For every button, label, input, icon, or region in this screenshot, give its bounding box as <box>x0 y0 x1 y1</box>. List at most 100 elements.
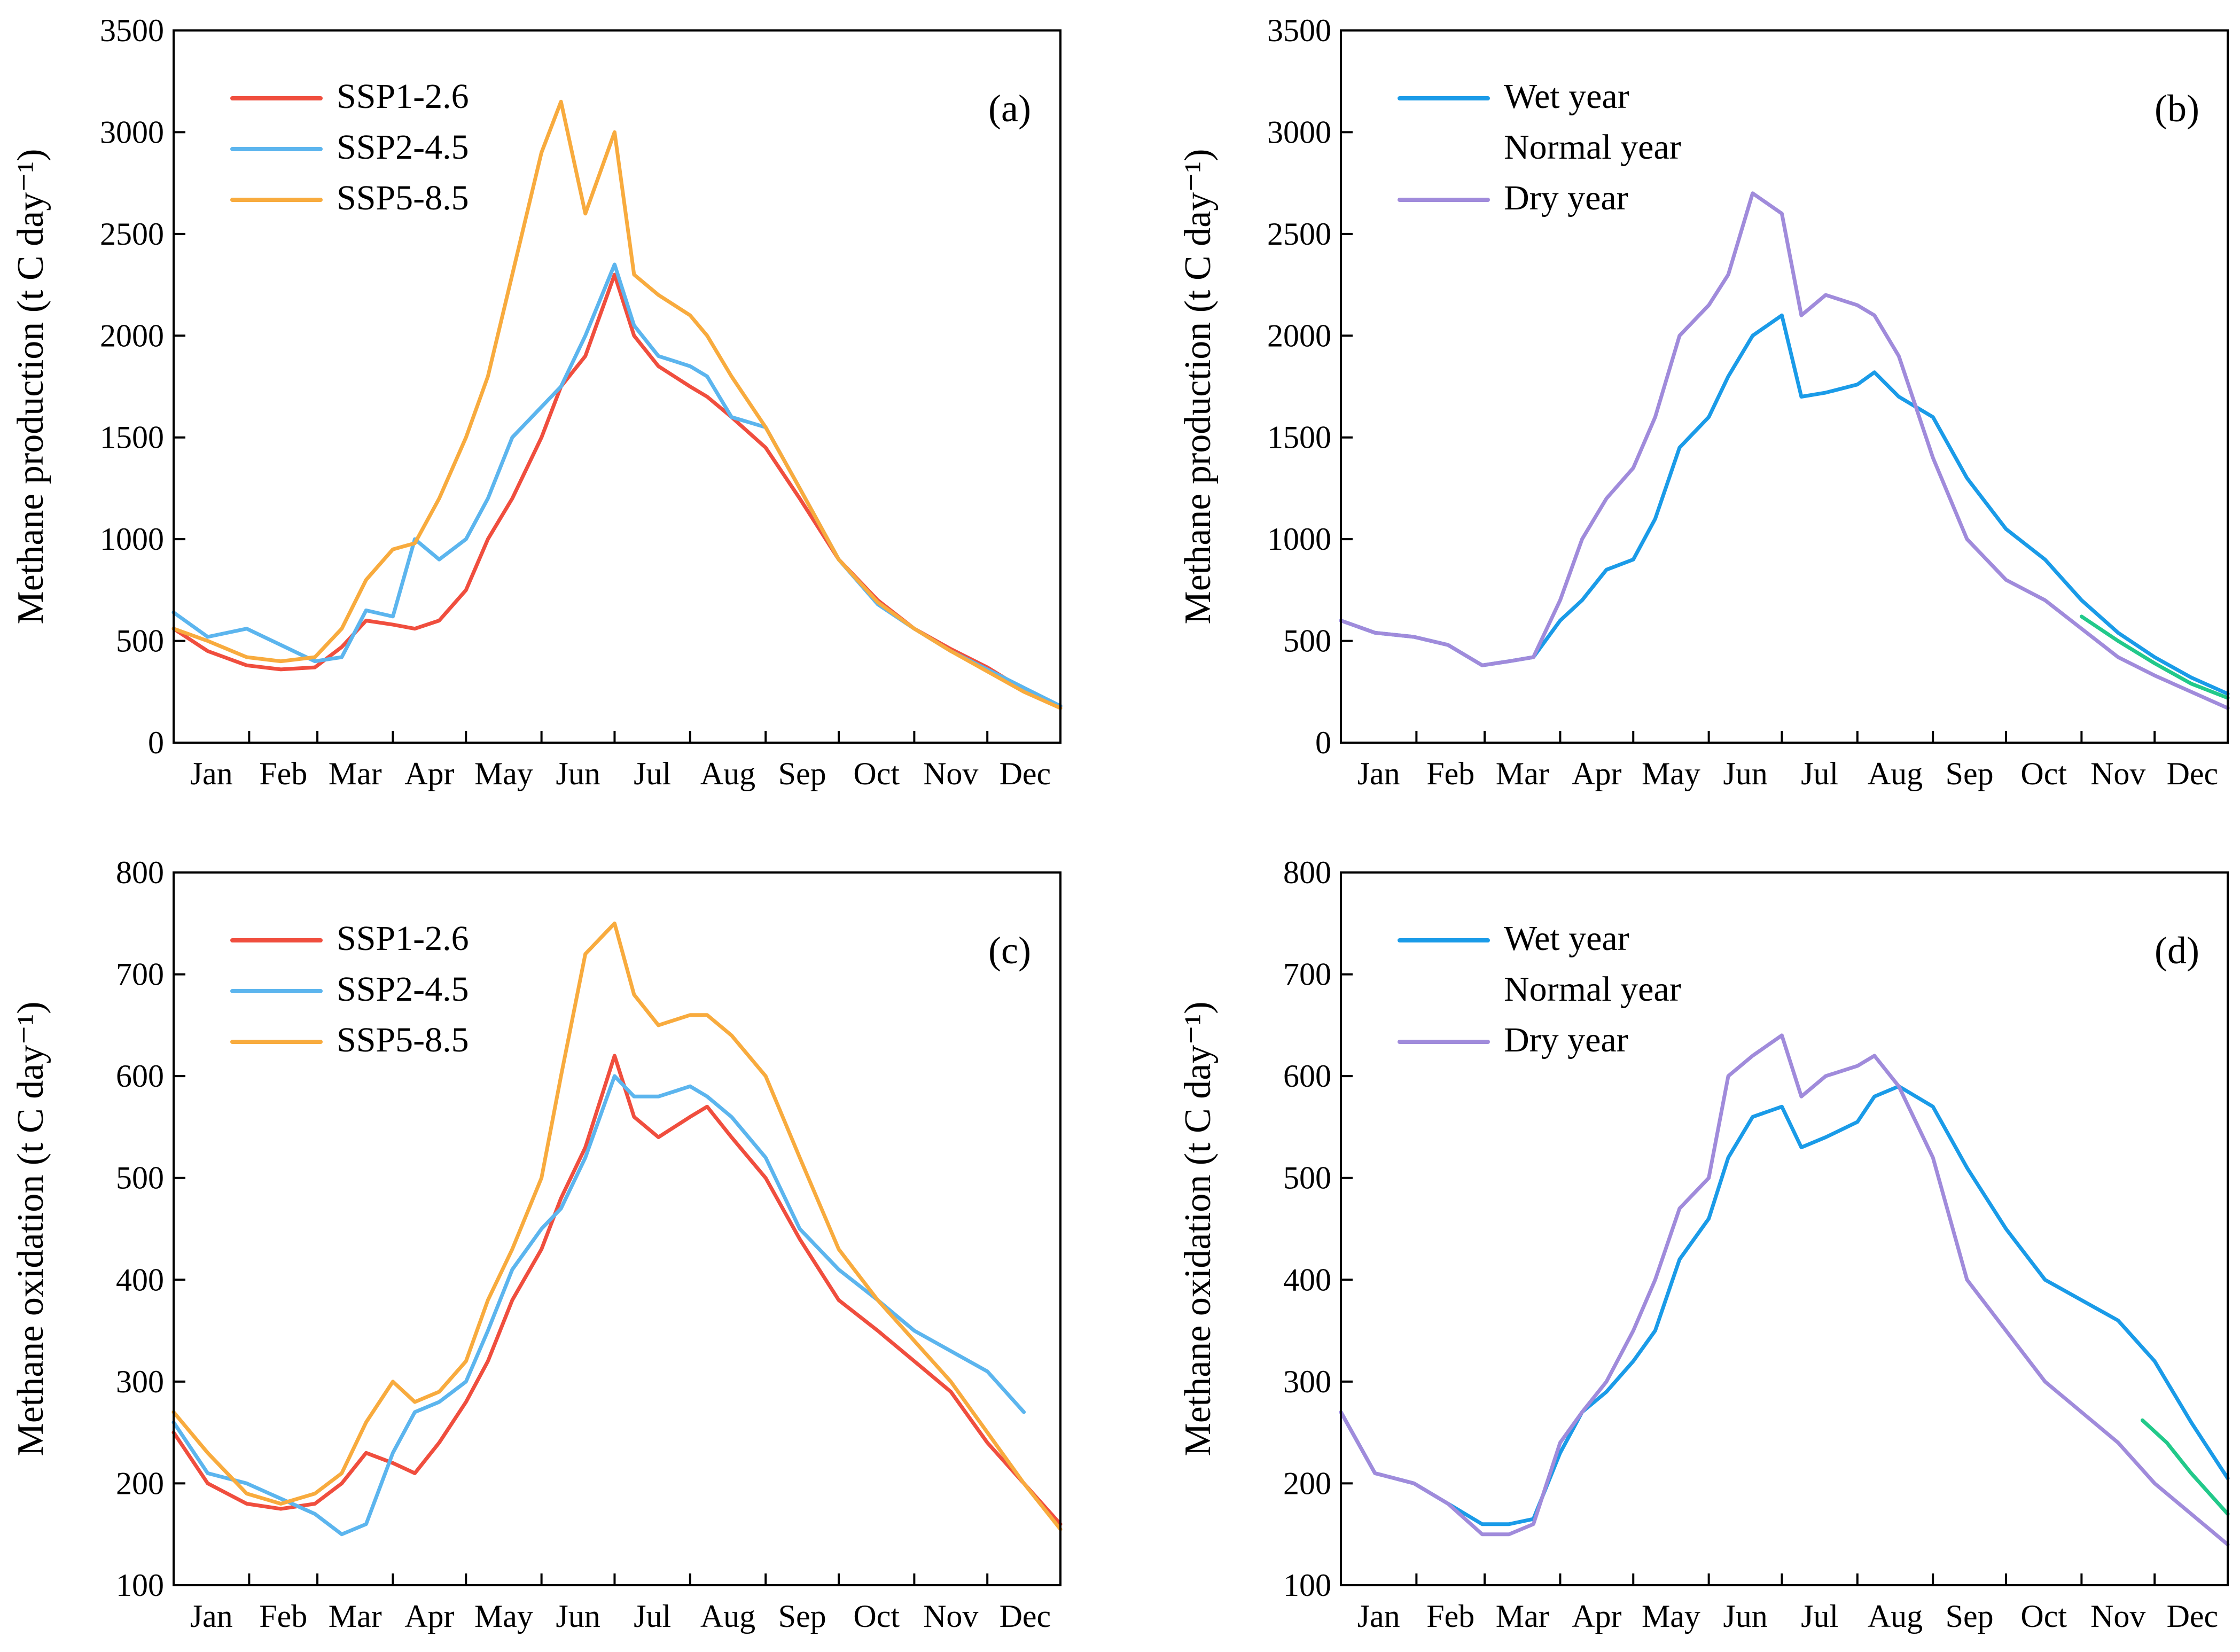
x-tick-label: Jul <box>634 756 671 791</box>
y-tick-label: 400 <box>116 1262 164 1297</box>
legend-label: SSP2-4.5 <box>337 970 469 1009</box>
series-line-d-normal-year <box>2140 1418 2230 1516</box>
x-tick-label: Nov <box>923 756 978 791</box>
x-tick-label: May <box>474 756 533 791</box>
x-tick-label: Jun <box>1723 756 1767 791</box>
legend-label: SSP5-8.5 <box>337 178 469 217</box>
series-line-d-wet-year <box>1339 1084 2230 1526</box>
y-tick-label: 700 <box>1283 957 1331 992</box>
x-tick-label: Aug <box>1868 1599 1923 1634</box>
x-tick-label: Mar <box>1496 756 1549 791</box>
x-tick-label: Nov <box>2090 756 2145 791</box>
series-line-b-normal-year <box>2079 614 2230 700</box>
plot-frame <box>1340 871 2229 1586</box>
legend-label: SSP2-4.5 <box>337 128 469 167</box>
y-tick-label: 1000 <box>100 521 164 557</box>
x-tick-label: Jul <box>634 1599 671 1634</box>
legend-label: SSP1-2.6 <box>337 919 469 958</box>
x-tick-label: Nov <box>923 1599 978 1634</box>
panel-tag: (a) <box>988 87 1031 130</box>
x-tick-label: Oct <box>2020 1599 2067 1634</box>
x-tick-label: Sep <box>778 756 826 791</box>
x-tick-label: Mar <box>1496 1599 1549 1634</box>
y-tick-label: 200 <box>116 1466 164 1501</box>
plot-frame <box>1340 29 2229 744</box>
y-tick-label: 300 <box>116 1364 164 1399</box>
y-axis-title: Methane oxidation (t C day⁻¹) <box>1177 1001 1219 1456</box>
x-tick-label: Jun <box>556 756 600 791</box>
series-line-c-ssp1-2-6 <box>171 1054 1063 1526</box>
y-tick-label: 3000 <box>1267 114 1331 150</box>
series-line-a-ssp1-2-6 <box>171 272 1063 708</box>
panel-c: 100 200 300 400 500 600 700 800 Jan Feb Mar Apr May J… <box>10 855 1063 1634</box>
x-tick-label: Jul <box>1801 756 1838 791</box>
y-tick-label: 800 <box>1283 855 1331 890</box>
legend-label: Normal year <box>1504 970 1681 1009</box>
x-tick-label: Jun <box>1723 1599 1767 1634</box>
x-tick-label: Sep <box>1946 1599 1994 1634</box>
x-tick-label: May <box>1642 1599 1700 1634</box>
x-tick-label: Aug <box>700 1599 755 1634</box>
x-tick-label: Apr <box>404 756 454 791</box>
y-tick-label: 1000 <box>1267 521 1331 557</box>
y-tick-label: 3000 <box>100 114 164 150</box>
x-tick-label: Dec <box>1000 1599 1051 1634</box>
x-tick-label: Feb <box>1426 1599 1474 1634</box>
panel-b: 0 500 1000 1500 2000 2500 3000 3500 Jan Feb Mar Apr… <box>1177 13 2230 791</box>
x-tick-label: Nov <box>2090 1599 2145 1634</box>
legend-label: Dry year <box>1504 178 1628 217</box>
y-tick-label: 300 <box>1283 1364 1331 1399</box>
series-line-d-dry-year <box>1339 1033 2230 1547</box>
x-tick-label: Sep <box>1946 756 1994 791</box>
x-tick-label: Jul <box>1801 1599 1838 1634</box>
x-tick-label: May <box>474 1599 533 1634</box>
y-tick-label: 200 <box>1283 1466 1331 1501</box>
y-tick-label: 0 <box>148 725 164 760</box>
y-tick-label: 3500 <box>100 13 164 48</box>
legend-label: SSP1-2.6 <box>337 77 469 116</box>
x-tick-label: Mar <box>329 756 382 791</box>
y-tick-label: 400 <box>1283 1262 1331 1297</box>
x-tick-label: Dec <box>2167 756 2219 791</box>
x-tick-label: Oct <box>853 1599 900 1634</box>
x-tick-label: Oct <box>2020 756 2067 791</box>
x-tick-label: Jun <box>556 1599 600 1634</box>
x-tick-label: Sep <box>778 1599 826 1634</box>
y-axis-title: Methane production (t C day⁻¹) <box>10 149 51 625</box>
x-tick-label: Oct <box>853 756 900 791</box>
x-tick-label: Feb <box>1426 756 1474 791</box>
x-tick-label: Aug <box>700 756 755 791</box>
plot-frame <box>173 29 1062 744</box>
series-line-b-dry-year <box>1339 191 2230 710</box>
y-tick-label: 800 <box>116 855 164 890</box>
panel-tag: (b) <box>2155 87 2199 130</box>
series-line-c-ssp2-4-5 <box>171 1074 1026 1537</box>
y-tick-label: 2500 <box>100 216 164 252</box>
y-tick-label: 600 <box>116 1058 164 1094</box>
x-tick-label: Apr <box>1572 756 1621 791</box>
panel-tag: (c) <box>988 929 1031 972</box>
y-tick-label: 3500 <box>1267 13 1331 48</box>
y-tick-label: 500 <box>1283 1160 1331 1196</box>
x-tick-label: Jan <box>1357 756 1400 791</box>
x-tick-label: Jan <box>190 756 233 791</box>
x-tick-label: Feb <box>259 1599 307 1634</box>
y-tick-label: 2000 <box>1267 318 1331 353</box>
x-tick-label: Apr <box>1572 1599 1621 1634</box>
x-tick-label: May <box>1642 756 1700 791</box>
y-tick-label: 700 <box>116 957 164 992</box>
legend-label: SSP5-8.5 <box>337 1020 469 1059</box>
series-line-a-ssp2-4-5 <box>171 262 1063 708</box>
y-axis-title: Methane oxidation (t C day⁻¹) <box>10 1001 51 1456</box>
x-tick-label: Jan <box>1357 1599 1400 1634</box>
series-line-c-ssp5-8-5 <box>171 921 1063 1531</box>
y-tick-label: 0 <box>1315 725 1331 760</box>
y-tick-label: 500 <box>116 624 164 659</box>
y-tick-label: 100 <box>116 1568 164 1603</box>
x-tick-label: Apr <box>404 1599 454 1634</box>
y-tick-label: 500 <box>1283 624 1331 659</box>
series-line-a-ssp5-8-5 <box>171 99 1063 710</box>
panel-tag: (d) <box>2155 929 2199 972</box>
y-tick-label: 2500 <box>1267 216 1331 252</box>
